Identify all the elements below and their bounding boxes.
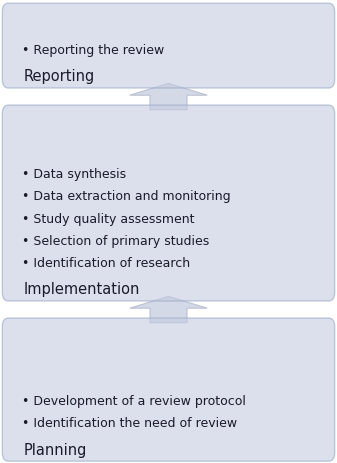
Text: • Data extraction and monitoring: • Data extraction and monitoring [22,190,231,203]
Text: Reporting: Reporting [24,69,95,84]
Text: Implementation: Implementation [24,282,140,297]
Text: • Development of a review protocol: • Development of a review protocol [22,395,246,408]
Text: Planning: Planning [24,443,87,457]
FancyBboxPatch shape [2,318,335,461]
Text: • Identification the need of review: • Identification the need of review [22,417,237,430]
FancyBboxPatch shape [2,3,335,88]
FancyBboxPatch shape [2,105,335,301]
Text: • Data synthesis: • Data synthesis [22,168,126,181]
Text: • Study quality assessment: • Study quality assessment [22,213,194,225]
Polygon shape [130,83,207,110]
Text: • Identification of research: • Identification of research [22,257,190,270]
Text: • Selection of primary studies: • Selection of primary studies [22,235,209,248]
Polygon shape [130,296,207,323]
Text: • Reporting the review: • Reporting the review [22,44,164,57]
